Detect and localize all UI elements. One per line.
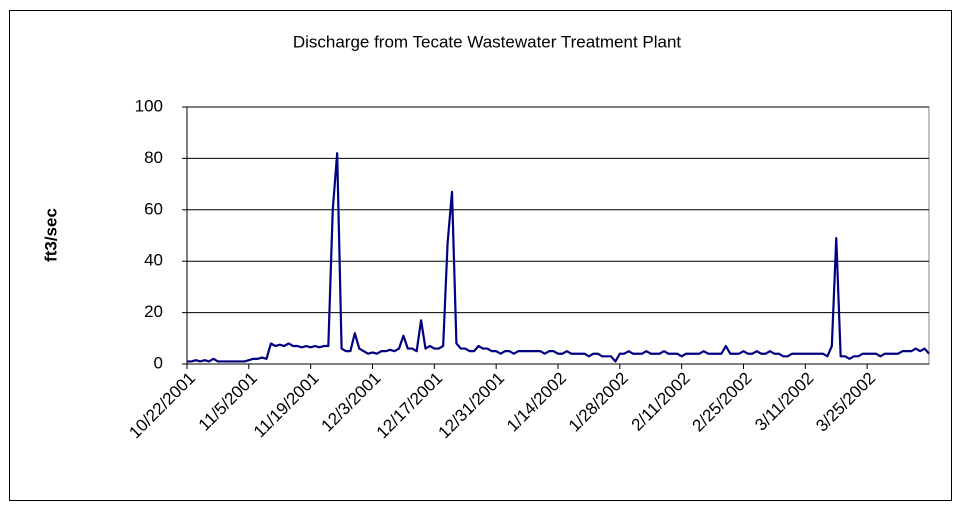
y-axis-label: ft3/sec: [41, 208, 60, 262]
y-tick-label: 20: [144, 302, 163, 321]
y-tick-label: 60: [144, 199, 163, 218]
data-line: [187, 152, 930, 363]
y-tick-label: 0: [154, 353, 163, 372]
plot-area: [186, 106, 930, 365]
y-tick-label: 40: [144, 251, 163, 270]
y-tick-label: 100: [135, 96, 163, 115]
y-tick-label: 80: [144, 148, 163, 167]
chart-title: Discharge from Tecate Wastewater Treatme…: [293, 32, 682, 51]
